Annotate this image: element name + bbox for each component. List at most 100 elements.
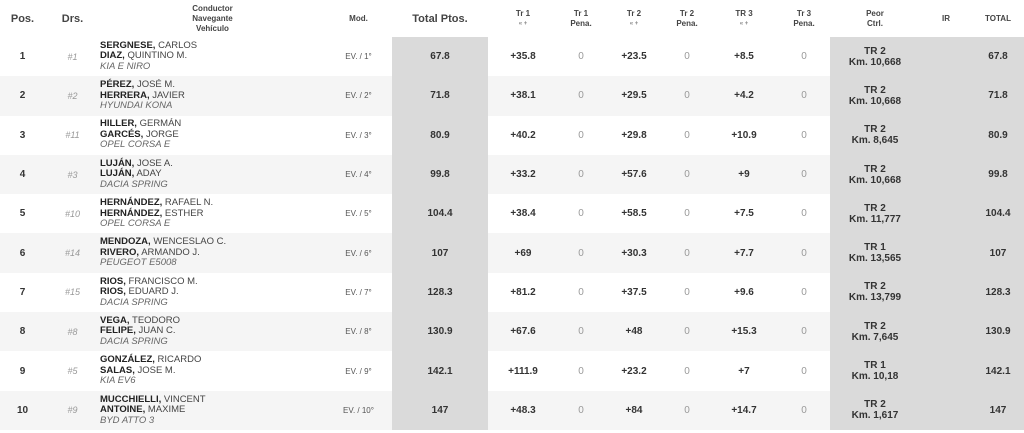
- cell-tr3: +8.5: [734, 51, 754, 63]
- cell-peor: TR 2 Km. 1,617: [830, 390, 920, 430]
- cell-mod: EV. / 3°: [345, 130, 372, 140]
- peor-tr: TR 2: [864, 281, 886, 293]
- navigator-first: MAXIME: [147, 404, 186, 416]
- cell-tr1: +38.4: [510, 208, 536, 220]
- peor-tr: TR 2: [864, 124, 886, 136]
- cell-pos: 1: [19, 51, 26, 63]
- cell-pos: 8: [0, 312, 45, 352]
- cell-drs: #10: [64, 208, 81, 219]
- cell-peor: TR 2 Km. 13,799: [830, 272, 920, 313]
- driver-first: WENCESLAO C.: [153, 236, 227, 248]
- cell-pos: 3: [19, 129, 26, 141]
- cell-ir: [920, 351, 972, 391]
- cell-crew: LUJÁN, JOSE A. LUJÁN, ADAY DACIA SPRING: [100, 154, 325, 195]
- vehicle: KIA E NIRO: [100, 60, 151, 72]
- table-row[interactable]: 8 #8 VEGA, TEODORO FELIPE, JUAN C. DACIA SPR…: [0, 312, 1024, 352]
- driver-first: CARLOS: [158, 39, 198, 51]
- navigator-first: EDUARD J.: [128, 286, 179, 298]
- table-row[interactable]: 9 #5 GONZÁLEZ, RICARDO SALAS, JOSE M. KIA EV…: [0, 351, 1024, 391]
- cell-tr1: +35.8: [510, 51, 536, 63]
- cell-tr2: +30.3: [604, 233, 664, 273]
- cell-drs: #2: [45, 76, 100, 116]
- header-pos: Pos.: [10, 12, 35, 25]
- table-row[interactable]: 1 #1 SERGNESE, CARLOS DIAZ, QUINTINO M. KIA …: [0, 37, 1024, 77]
- cell-crew: HILLER, GERMÁN GARCÉS, JORGE OPEL CORSA E: [100, 116, 325, 155]
- header-tr3-pena: Tr 3 Pena.: [778, 0, 830, 37]
- peor-km: Km. 13,565: [848, 253, 902, 265]
- driver-first: RAFAEL N.: [164, 197, 214, 209]
- navigator-last: RIOS,: [100, 286, 126, 298]
- cell-total-ptos: 71.8: [392, 76, 488, 116]
- driver-first: GERMÁN: [139, 118, 182, 130]
- table-row[interactable]: 2 #2 PÉREZ, JOSÉ M. HERRERA, JAVIER HYUNDAI …: [0, 76, 1024, 116]
- peor-km: Km. 1,617: [851, 410, 899, 422]
- cell-total-ptos: 104.4: [392, 194, 488, 234]
- navigator-first: ADAY: [136, 168, 162, 180]
- cell-tr3: +15.3: [710, 312, 778, 352]
- navigator-first: JOSE M.: [137, 364, 176, 376]
- cell-tr1: +81.2: [510, 286, 536, 298]
- table-row[interactable]: 5 #10 HERNÁNDEZ, RAFAEL N. HERNÁNDEZ, ESTHE…: [0, 194, 1024, 234]
- driver-last: HERNÁNDEZ,: [100, 197, 163, 209]
- header-peor-sub: Ctrl.: [867, 18, 883, 28]
- cell-tr2: +23.2: [621, 365, 647, 377]
- header-tr1-sub: « +: [518, 20, 528, 27]
- driver-first: TEODORO: [132, 314, 181, 326]
- cell-pos: 4: [0, 154, 45, 195]
- cell-pos: 6: [0, 233, 45, 273]
- peor-tr: TR 2: [864, 163, 886, 175]
- cell-crew: PÉREZ, JOSÉ M. HERRERA, JAVIER HYUNDAI KON…: [100, 76, 325, 116]
- table-row[interactable]: 7 #15 RIOS, FRANCISCO M. RIOS, EDUARD J. DAC…: [0, 272, 1024, 313]
- cell-tr3: +9.6: [734, 286, 754, 298]
- cell-pos: 9: [19, 365, 26, 377]
- cell-peor: TR 2 Km. 10,668: [830, 76, 920, 116]
- cell-tr2: +58.5: [621, 208, 647, 220]
- cell-ir: [920, 37, 972, 77]
- header-tr2: Tr 2 « +: [604, 0, 664, 37]
- table-row[interactable]: 6 #14 MENDOZA, WENCESLAO C. RIVERO, ARMANDO…: [0, 233, 1024, 273]
- cell-tr3: +14.7: [710, 390, 778, 430]
- cell-mod: EV. / 5°: [345, 209, 372, 219]
- cell-tr3-pena: 0: [801, 365, 807, 377]
- driver-last: VEGA,: [100, 314, 130, 326]
- header-tr1p-sub: Pena.: [570, 18, 592, 28]
- vehicle: HYUNDAI KONA: [100, 100, 173, 112]
- cell-tr2-pena: 0: [684, 208, 690, 220]
- cell-total-ptos: 107: [392, 233, 488, 273]
- cell-mod: EV. / 2°: [325, 76, 392, 116]
- navigator-last: LUJÁN,: [100, 168, 135, 180]
- table-row[interactable]: 4 #3 LUJÁN, JOSE A. LUJÁN, ADAY DACIA SPRING…: [0, 154, 1024, 195]
- driver-last: GONZÁLEZ,: [100, 354, 155, 366]
- cell-crew: SERGNESE, CARLOS DIAZ, QUINTINO M. KIA E N…: [100, 37, 325, 76]
- header-crew: Conductor Navegante Vehículo: [100, 0, 325, 37]
- cell-total: 71.8: [972, 76, 1024, 116]
- table-row[interactable]: 10 #9 MUCCHIELLI, VINCENT ANTOINE, MAXIME BY…: [0, 390, 1024, 430]
- cell-tr3: +10.9: [731, 129, 757, 141]
- cell-total: 104.4: [972, 194, 1024, 234]
- cell-tr3-pena: 0: [801, 51, 807, 63]
- navigator-last: HERNÁNDEZ,: [100, 207, 163, 219]
- peor-km: Km. 8,645: [851, 135, 899, 147]
- cell-drs: #14: [45, 233, 100, 273]
- table-row[interactable]: 3 #11 HILLER, GERMÁN GARCÉS, JORGE OPEL CORS…: [0, 115, 1024, 155]
- cell-pos: 7: [19, 286, 26, 298]
- cell-drs: #1: [67, 51, 78, 62]
- cell-tr1-pena: 0: [558, 312, 604, 352]
- driver-first: VINCENT: [163, 393, 206, 405]
- cell-tr1-pena: 0: [558, 76, 604, 116]
- cell-total-ptos: 128.3: [392, 272, 488, 313]
- cell-mod: EV. / 10°: [325, 390, 392, 430]
- header-navegante: Navegante: [192, 13, 233, 23]
- cell-ir: [920, 194, 972, 234]
- header-tr1-label: Tr 1: [515, 8, 531, 18]
- cell-tr2: +29.5: [604, 76, 664, 116]
- header-vehiculo: Vehículo: [196, 23, 229, 33]
- vehicle: DACIA SPRING: [100, 178, 168, 190]
- peor-tr: TR 1: [864, 242, 886, 254]
- header-drs: Drs.: [61, 12, 84, 25]
- cell-drs: #3: [45, 154, 100, 195]
- cell-total-ptos: 147: [392, 390, 488, 430]
- cell-tr2: +48: [604, 312, 664, 352]
- driver-last: MUCCHIELLI,: [100, 393, 162, 405]
- header-mod: Mod.: [349, 13, 368, 23]
